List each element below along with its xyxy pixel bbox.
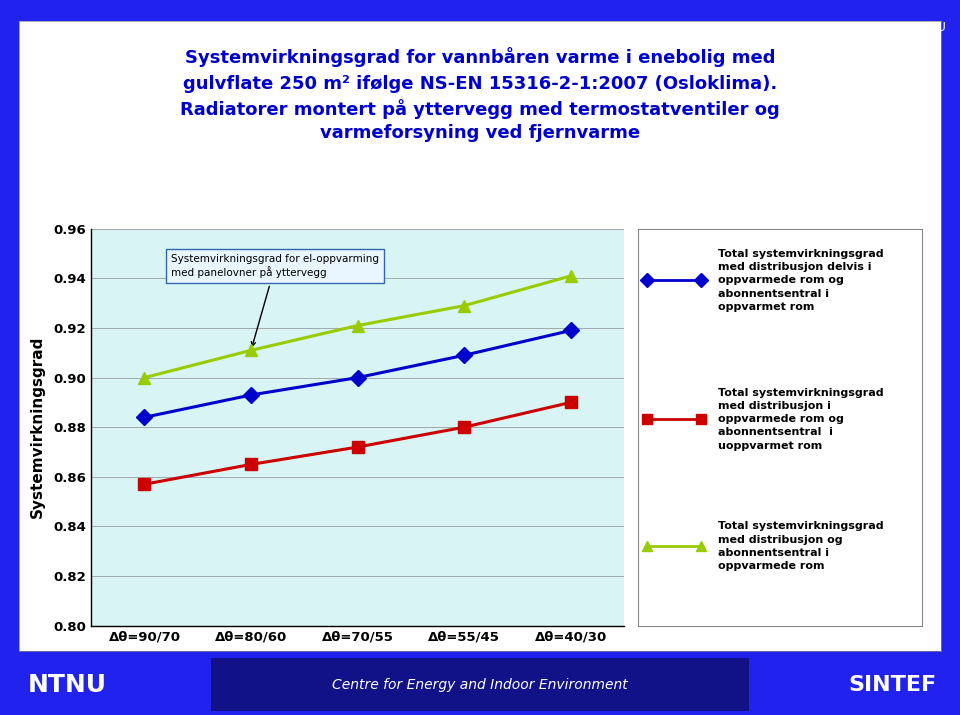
Text: SINTEF: SINTEF: [849, 675, 937, 694]
Text: Systemvirkningsgrad for vannbåren varme i enebolig med: Systemvirkningsgrad for vannbåren varme …: [184, 47, 776, 67]
Text: NTNU: NTNU: [28, 673, 107, 696]
X-axis label: Temperaturnivå: Temperaturnivå: [283, 657, 432, 677]
Text: gulvflate 250 m² ifølge NS-EN 15316-2-1:2007 (Osloklima).: gulvflate 250 m² ifølge NS-EN 15316-2-1:…: [182, 75, 778, 94]
Text: Total systemvirkningsgrad
med distribusjon delvis i
oppvarmede rom og
abonnentse: Total systemvirkningsgrad med distribusj…: [718, 249, 883, 312]
Text: varmeforsyning ved fjernvarme: varmeforsyning ved fjernvarme: [320, 124, 640, 142]
Text: Radiatorer montert på yttervegg med termostatventiler og: Radiatorer montert på yttervegg med term…: [180, 99, 780, 119]
Y-axis label: Systemvirkningsgrad: Systemvirkningsgrad: [30, 336, 45, 518]
Text: Centre for Energy and Indoor Environment: Centre for Energy and Indoor Environment: [332, 678, 628, 691]
Text: Systemvirkningsgrad for el-oppvarming
med panelovner på yttervegg: Systemvirkningsgrad for el-oppvarming me…: [171, 254, 379, 346]
Text: Total systemvirkningsgrad
med distribusjon og
abonnentsentral i
oppvarmede rom: Total systemvirkningsgrad med distribusj…: [718, 521, 883, 571]
Text: Total systemvirkningsgrad
med distribusjon i
oppvarmede rom og
abonnentsentral  : Total systemvirkningsgrad med distribusj…: [718, 388, 883, 450]
Text: 2012 / 10 / RU: 2012 / 10 / RU: [855, 20, 946, 33]
